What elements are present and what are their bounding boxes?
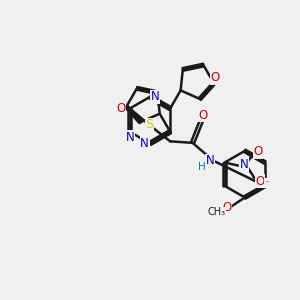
Text: O: O <box>211 71 220 84</box>
Text: ⁻: ⁻ <box>265 179 269 188</box>
Text: N: N <box>140 137 149 150</box>
Text: S: S <box>145 118 153 131</box>
Text: O: O <box>198 109 208 122</box>
Text: N: N <box>240 158 248 170</box>
Text: CH₃: CH₃ <box>207 207 226 218</box>
Text: O: O <box>255 175 265 188</box>
Text: O: O <box>254 145 263 158</box>
Text: N: N <box>206 154 214 167</box>
Text: N: N <box>151 90 160 103</box>
Text: O: O <box>222 201 232 214</box>
Text: O: O <box>116 102 126 115</box>
Text: N: N <box>125 131 134 144</box>
Text: H: H <box>198 162 206 172</box>
